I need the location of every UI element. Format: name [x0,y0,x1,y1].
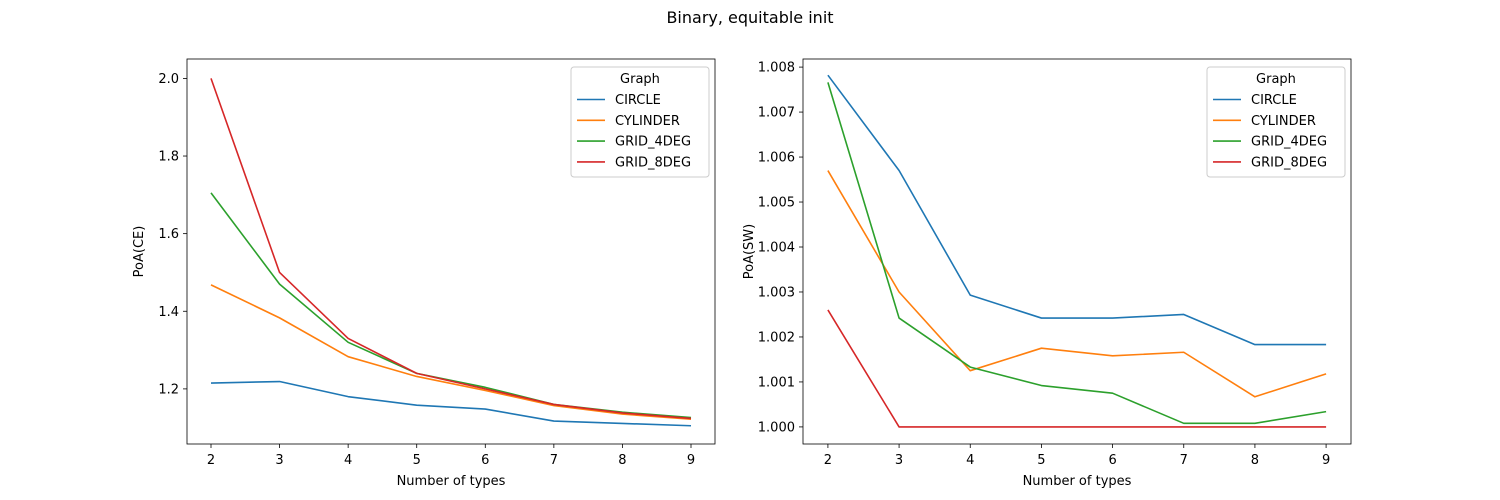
figure-title: Binary, equitable init [666,8,834,27]
right-y-tick-label: 1.007 [758,106,795,121]
left-legend-box [570,66,710,178]
left-legend: Graph CIRCLE CYLINDER GRID_4DEG GRID_8DEG [570,66,710,178]
right-axes-frame [802,58,1352,445]
left-y-tick-label: 1.6 [158,227,179,242]
right-y-tick-label: 1.005 [758,196,795,211]
right-legend-title: Graph [1256,72,1296,87]
right-y-tick-label: 1.001 [758,375,795,390]
left-x-tick-label: 7 [550,453,558,468]
left-axes-frame [186,58,716,445]
left-legend-entry: GRID_8DEG [615,155,691,170]
right-x-tick-label: 5 [1037,453,1045,468]
right-series-circle [827,74,1327,346]
right-series-grid-4deg [827,82,1327,425]
right-y-axis-label: PoA(SW) [742,224,757,279]
left-chart: 2 3 4 5 6 7 8 9 1.2 1.4 1.6 1.8 2.0 Number of types Po… [132,58,716,489]
left-y-tick-label: 1.2 [158,382,179,397]
right-x-tick-label: 3 [895,453,903,468]
right-y-tick-label: 1.003 [758,285,795,300]
right-chart: 2 3 4 5 6 7 8 9 1.000 1.001 1.002 1.003 1.004 1.005 1.… [742,58,1352,489]
left-x-tick-label: 9 [687,453,695,468]
right-x-tick-label: 4 [966,453,974,468]
left-x-tick-label: 6 [481,453,489,468]
left-x-axis-label: Number of types [397,474,506,489]
left-series-grid-8deg [210,78,692,420]
left-x-tick-label: 3 [275,453,283,468]
right-x-tick-label: 7 [1180,453,1188,468]
left-legend-entry: CIRCLE [615,93,661,108]
right-y-tick-label: 1.002 [758,330,795,345]
left-y-tick-label: 1.4 [158,305,179,320]
right-y-tick-label: 1.008 [758,61,795,76]
right-x-tick-label: 6 [1108,453,1116,468]
right-x-tick-label: 8 [1251,453,1259,468]
left-x-tick-label: 2 [207,453,215,468]
left-legend-entry: GRID_4DEG [615,135,691,150]
right-x-axis-label: Number of types [1023,474,1132,489]
right-y-tick-label: 1.000 [758,420,795,435]
right-series-cylinder [827,170,1327,398]
left-y-tick-label: 1.8 [158,150,179,165]
right-legend-entry: GRID_4DEG [1251,135,1327,150]
left-series-cylinder [210,284,692,420]
right-legend-entry: GRID_8DEG [1251,155,1327,170]
left-y-tick-label: 2.0 [158,72,179,87]
right-legend: Graph CIRCLE CYLINDER GRID_4DEG GRID_8DEG [1206,66,1346,178]
right-x-tick-label: 2 [824,453,832,468]
right-legend-box [1206,66,1346,178]
right-legend-entry: CYLINDER [1251,114,1316,129]
left-legend-title: Graph [620,72,660,87]
left-x-tick-label: 4 [344,453,352,468]
left-series-circle [210,380,692,427]
right-y-tick-label: 1.006 [758,151,795,166]
right-x-tick-label: 9 [1322,453,1330,468]
left-y-axis-label: PoA(CE) [132,226,147,278]
right-legend-entry: CIRCLE [1251,93,1297,108]
right-y-tick-label: 1.004 [758,241,795,256]
left-x-tick-label: 5 [413,453,421,468]
left-x-tick-label: 8 [618,453,626,468]
left-legend-entry: CYLINDER [615,114,680,129]
right-series-grid-8deg [827,309,1327,428]
